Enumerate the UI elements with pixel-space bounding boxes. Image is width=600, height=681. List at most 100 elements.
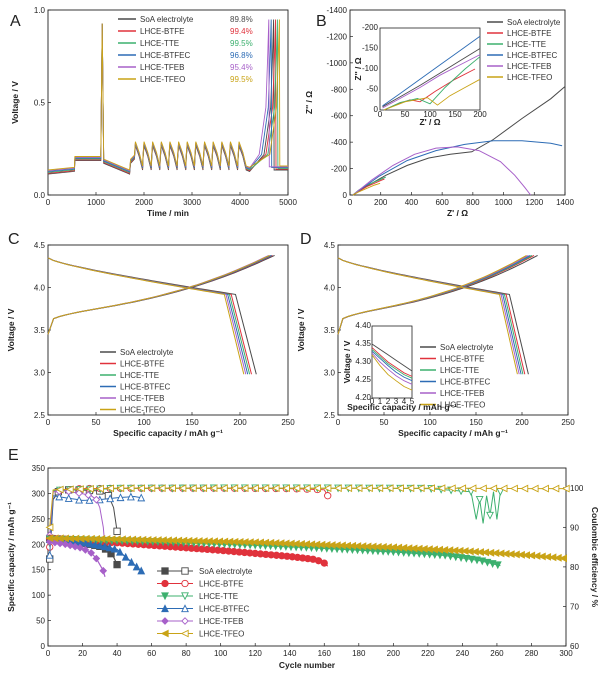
legend-label-e-lhce-tte: LHCE-TTE [199, 592, 238, 601]
capacity-point-lhce-tte [457, 554, 465, 563]
legend-label-a-lhce-tfeb: LHCE-TFEB [140, 63, 184, 72]
panel-b-ytick-label: -1400 [327, 6, 348, 15]
legend-label-lhce-tte: LHCE-TTE [440, 366, 479, 375]
legend-label-e-lhce-tfeo: LHCE-TFEO [199, 630, 244, 639]
legend-label-a-lhce-btfec: LHCE-BTFEC [140, 51, 190, 60]
legend-label-lhce-tfeo: LHCE-TFEO [507, 73, 552, 82]
inset-d-ytick-label: 4.35 [355, 339, 371, 348]
legend-label-lhce-btfe: LHCE-BTFE [440, 355, 484, 364]
panel-e-ytick-label: 300 [32, 489, 46, 498]
capacity-point-lhce-tfeb [92, 554, 101, 563]
legend-label-e-soa-electrolyte: SoA electrolyte [199, 567, 253, 576]
ce-point-lhce-tfeo [240, 484, 249, 493]
capacity-point-lhce-btfec [127, 557, 136, 566]
ce-point-lhce-tfeo [292, 484, 301, 493]
panel-d-xtick-label: 200 [515, 418, 529, 427]
capacity-point-lhce-tfeb [76, 543, 84, 552]
panel-b-xtick-label: 400 [405, 198, 419, 207]
ce-point-lhce-tfeo [55, 485, 64, 494]
legend-marker-open-e-soa-electrolyte [181, 567, 189, 575]
ce-point-lhce-tfeo [385, 484, 394, 493]
inset-d-ytick-label: 4.30 [355, 357, 371, 366]
inset-d-xlabel: Specific capacity / mAh g⁻¹ [347, 402, 457, 412]
capacity-point-lhce-btfec [90, 540, 99, 549]
ce-point-lhce-tfeb [92, 495, 101, 504]
legend-label-e-lhce-tfeb: LHCE-TFEB [199, 617, 243, 626]
legend-label-lhce-tfeb: LHCE-TFEB [507, 62, 551, 71]
inset-d-xtick-label: 1 [378, 397, 383, 406]
panel-e-xtick-label: 20 [78, 649, 87, 658]
inset-d-series-soa-electrolyte [371, 343, 413, 372]
legend-label-a-soa-electrolyte: SoA electrolyte [140, 15, 194, 24]
capacity-point-lhce-tfeb [99, 566, 108, 575]
legend-label-lhce-tfeo: LHCE-TFEO [440, 401, 485, 410]
ce-point-lhce-btfec [126, 492, 135, 501]
efficiency-label-a-lhce-tfeb: 95.4% [230, 63, 253, 72]
panel-d: D0 50 100 150 200 2502.53.03.54.04.5Specific … [296, 231, 575, 438]
panel-e-ytick-label: 150 [32, 566, 46, 575]
panel-label-e: E [8, 447, 19, 464]
ce-point-lhce-tfeo [116, 484, 125, 493]
panel-c: C 0 50 100 150 200 250 2.5 3.0 3.5 4.0 4.5 Specific … [6, 231, 295, 438]
ce-point-lhce-tfeo [406, 484, 415, 493]
capacity-point-lhce-btfec [121, 552, 130, 561]
ce-point-lhce-tfeo [447, 484, 456, 493]
ce-point-soa-electrolyte [113, 527, 121, 535]
series-line-b-lhce-btfec [352, 140, 563, 196]
panel-a: A 0 1000 2000 3000 4000 5000 0.0 0.5 1.0 Time / mi… [10, 6, 297, 218]
ce-point-lhce-tfeo [302, 484, 311, 493]
panel-e-xtick-label: 240 [456, 649, 470, 658]
panel-b-xtick-label: 600 [435, 198, 449, 207]
panel-e-xtick-label: 200 [387, 649, 401, 658]
inset-b-ytick-label: -50 [366, 85, 378, 94]
ce-point-lhce-tfeo [168, 484, 176, 493]
ce-point-lhce-tfeo [271, 484, 280, 493]
inset-d-series-lhce-btfe [371, 347, 413, 377]
panel-d-xtick-label: 100 [423, 418, 437, 427]
legend-label-lhce-btfec: LHCE-BTFEC [120, 383, 170, 392]
inset-d-xtick-label: 3 [394, 397, 399, 406]
panel-c-ytick-label: 3.0 [34, 369, 46, 378]
inset-d-ytick-label: 4.20 [355, 393, 371, 402]
ce-point-lhce-btfec [116, 493, 125, 502]
ce-point-lhce-btfec [75, 495, 84, 504]
panel-label-b: B [316, 13, 327, 30]
efficiency-label-a-lhce-btfe: 99.4% [230, 27, 253, 36]
ce-point-lhce-tfeo [126, 484, 135, 493]
capacity-point-lhce-btfec [81, 538, 89, 547]
panel-d-ytick-label: 3.5 [324, 326, 336, 335]
ce-point-lhce-btfec [64, 494, 73, 502]
ce-point-lhce-tfeo [354, 484, 363, 493]
panel-b-xtick-label: 1000 [495, 198, 513, 207]
ce-point-lhce-tfeo [96, 484, 104, 493]
inset-b-ytick-label: -150 [362, 44, 379, 53]
legend-label-lhce-tte: LHCE-TTE [120, 371, 159, 380]
series-line-b-lhce-tfeo [352, 182, 381, 196]
panel-d-ytick-label: 4.0 [324, 284, 336, 293]
panel-e-ytick-label: 200 [32, 540, 46, 549]
panel-e-xtick-label: 100 [214, 649, 228, 658]
ce-point-lhce-tte [486, 511, 494, 520]
panel-e-ytick-label: 100 [32, 591, 46, 600]
ce-point-lhce-tfeo [520, 484, 529, 493]
inset-b-series-lhce-tfeo [383, 78, 481, 111]
inset-d-xtick-label: 0 [370, 397, 375, 406]
ce-point-lhce-tfeo [230, 484, 239, 493]
inset-b-xtick-label: 150 [448, 110, 462, 119]
panel-a-xtick-label: 0 [46, 198, 51, 207]
panel-a-ytick-label: 0.0 [34, 191, 46, 200]
panel-b-ytick-label: -1200 [327, 32, 348, 41]
ce-point-lhce-tfeo [261, 484, 270, 493]
ce-point-lhce-tfeo [333, 484, 342, 493]
panel-e-ytick-label: 50 [36, 617, 45, 626]
panel-e-ytick-right-label: 70 [570, 602, 579, 611]
panel-e-ytick-label: 0 [41, 642, 46, 651]
panel-d-charge-lhce-tfeo [337, 254, 527, 335]
inset-d-ylabel: Voltage / V [342, 340, 352, 383]
panel-c-xtick-label: 150 [185, 418, 199, 427]
panel-label-a: A [10, 13, 21, 30]
legend-label-soa-electrolyte: SoA electrolyte [507, 18, 561, 27]
ce-point-lhce-tfeo [541, 484, 549, 493]
ce-point-lhce-tfeo [499, 484, 508, 493]
